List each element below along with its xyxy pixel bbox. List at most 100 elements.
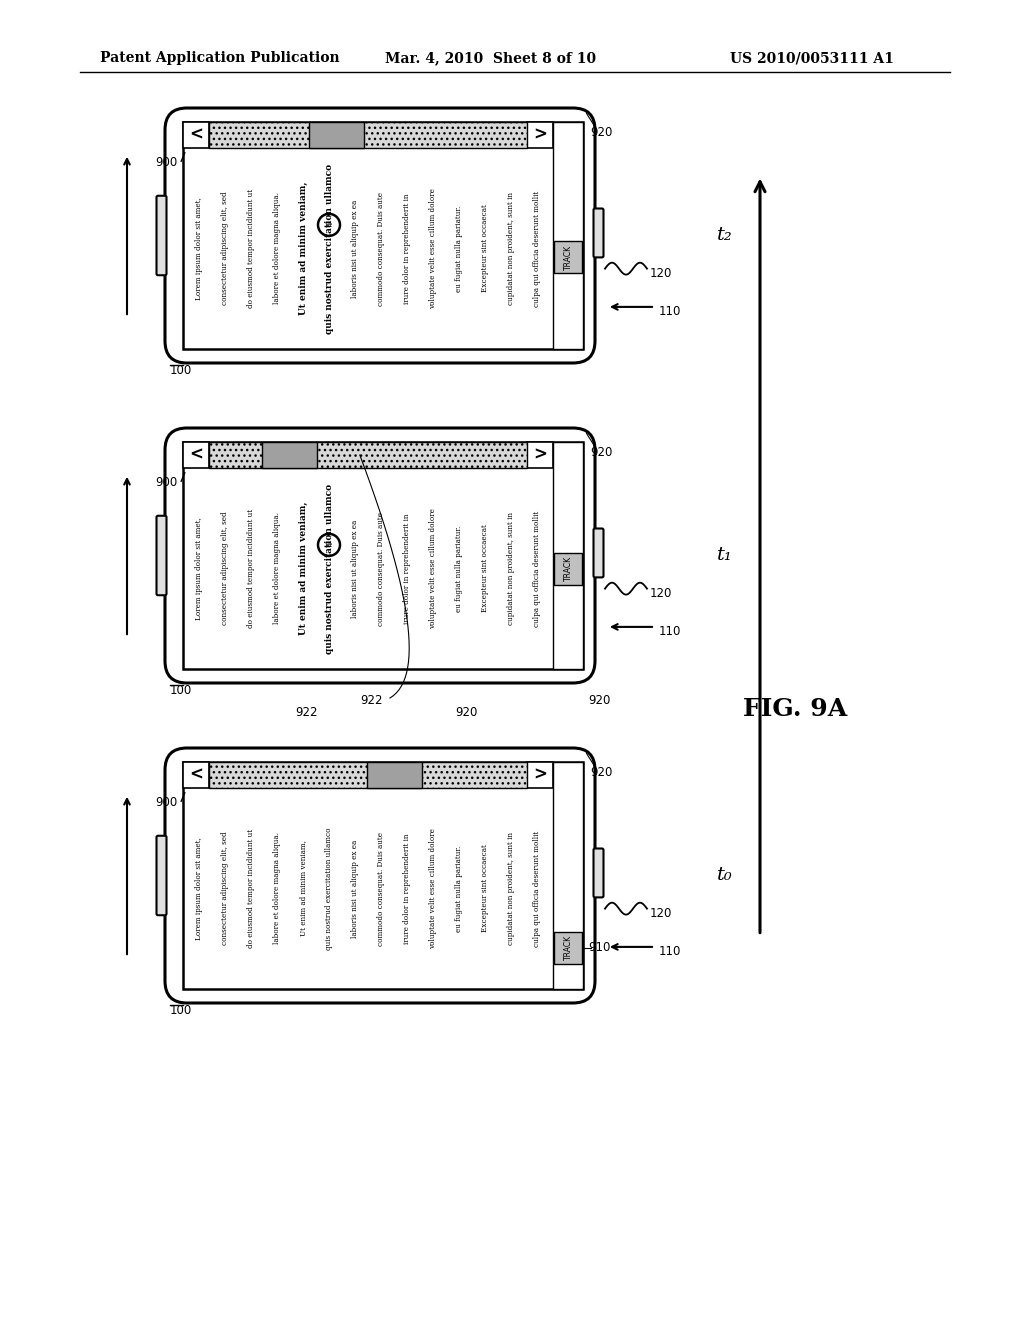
FancyBboxPatch shape <box>157 195 167 276</box>
Text: >: > <box>534 446 547 465</box>
Bar <box>183 442 583 669</box>
Text: irure dolor in reprehenderit in: irure dolor in reprehenderit in <box>403 193 411 304</box>
Text: xe: xe <box>325 222 333 228</box>
Text: TRACK: TRACK <box>563 244 572 269</box>
Text: Ut enim ad minim veniam,: Ut enim ad minim veniam, <box>298 182 307 315</box>
Text: US 2010/0053111 A1: US 2010/0053111 A1 <box>730 51 894 65</box>
Text: culpa qui officia deserunt mollit: culpa qui officia deserunt mollit <box>534 190 541 306</box>
Text: <: < <box>189 766 203 784</box>
FancyBboxPatch shape <box>157 516 167 595</box>
Text: 920: 920 <box>590 446 612 458</box>
FancyBboxPatch shape <box>157 836 167 915</box>
Text: irure dolor in reprehenderit in: irure dolor in reprehenderit in <box>403 833 411 944</box>
Text: 900: 900 <box>156 796 178 808</box>
Text: 100: 100 <box>170 364 193 378</box>
Text: eu fugiat nulla pariatur.: eu fugiat nulla pariatur. <box>455 206 463 292</box>
Text: >: > <box>534 125 547 144</box>
Text: t₀: t₀ <box>717 866 733 884</box>
Bar <box>209 442 527 469</box>
Text: quis nostrud exercitation ullamco: quis nostrud exercitation ullamco <box>325 483 334 653</box>
Bar <box>553 762 583 989</box>
Text: Ut enim ad minim veniam,: Ut enim ad minim veniam, <box>299 841 307 936</box>
Text: 922: 922 <box>360 694 383 708</box>
Text: Lorem ipsum dolor sit amet,: Lorem ipsum dolor sit amet, <box>195 197 203 300</box>
Text: commodo consequat. Duis aute: commodo consequat. Duis aute <box>377 191 385 305</box>
Text: Mar. 4, 2010  Sheet 8 of 10: Mar. 4, 2010 Sheet 8 of 10 <box>385 51 596 65</box>
Text: 110: 110 <box>659 945 681 958</box>
Bar <box>553 442 583 669</box>
Bar <box>183 121 583 348</box>
Bar <box>367 762 422 788</box>
Text: cupidatat non proident, sunt in: cupidatat non proident, sunt in <box>507 832 515 945</box>
FancyBboxPatch shape <box>165 428 595 682</box>
Text: culpa qui officia deserunt mollit: culpa qui officia deserunt mollit <box>534 830 541 946</box>
Text: voluptate velit esse cillum dolore: voluptate velit esse cillum dolore <box>429 187 437 309</box>
Text: Excepteur sint occaecat: Excepteur sint occaecat <box>481 524 489 612</box>
Text: 920: 920 <box>590 766 612 779</box>
Text: consectetur adipiscing elit, sed: consectetur adipiscing elit, sed <box>221 832 229 945</box>
Bar <box>183 762 209 788</box>
Text: do eiusmod tempor incididunt ut: do eiusmod tempor incididunt ut <box>247 510 255 628</box>
Text: 910: 910 <box>588 941 610 954</box>
Text: voluptate velit esse cillum dolore: voluptate velit esse cillum dolore <box>429 828 437 949</box>
Text: commodo consequat. Duis aute: commodo consequat. Duis aute <box>377 511 385 626</box>
Text: cupidatat non proident, sunt in: cupidatat non proident, sunt in <box>507 191 515 305</box>
Text: laboris nisi ut aliquip ex ea: laboris nisi ut aliquip ex ea <box>351 519 359 618</box>
Text: culpa qui officia deserunt mollit: culpa qui officia deserunt mollit <box>534 511 541 627</box>
Text: quis nostrud exercitation ullamco: quis nostrud exercitation ullamco <box>325 164 334 334</box>
Text: 120: 120 <box>650 267 673 280</box>
Bar <box>554 553 582 585</box>
Text: labore et dolore magna aliqua.: labore et dolore magna aliqua. <box>273 512 281 624</box>
Text: commodo consequat. Duis aute: commodo consequat. Duis aute <box>377 832 385 945</box>
Bar <box>527 121 553 148</box>
Text: 900: 900 <box>156 475 178 488</box>
Text: 110: 110 <box>659 305 681 318</box>
Text: Lorem ipsum dolor sit amet,: Lorem ipsum dolor sit amet, <box>195 837 203 940</box>
Text: TRACK: TRACK <box>563 556 572 581</box>
FancyBboxPatch shape <box>594 209 603 257</box>
Bar <box>209 121 527 148</box>
Text: irure dolor in reprehenderit in: irure dolor in reprehenderit in <box>403 513 411 624</box>
Bar <box>183 121 209 148</box>
Text: laboris nisi ut aliquip ex ea: laboris nisi ut aliquip ex ea <box>351 840 359 937</box>
Text: t₁: t₁ <box>717 546 733 565</box>
Text: t₂: t₂ <box>717 227 733 244</box>
Text: do eiusmod tempor incididunt ut: do eiusmod tempor incididunt ut <box>247 189 255 308</box>
Bar <box>527 442 553 469</box>
Text: FIG. 9A: FIG. 9A <box>742 697 847 721</box>
Text: 110: 110 <box>659 626 681 639</box>
Text: consectetur adipiscing elit, sed: consectetur adipiscing elit, sed <box>221 191 229 305</box>
FancyBboxPatch shape <box>165 108 595 363</box>
Bar <box>554 932 582 964</box>
Text: Ut enim ad minim veniam,: Ut enim ad minim veniam, <box>298 502 307 635</box>
Text: voluptate velit esse cillum dolore: voluptate velit esse cillum dolore <box>429 508 437 628</box>
Text: TRACK: TRACK <box>563 935 572 960</box>
Text: eu fugiat nulla pariatur.: eu fugiat nulla pariatur. <box>455 525 463 611</box>
Text: 120: 120 <box>650 907 673 920</box>
FancyBboxPatch shape <box>594 849 603 898</box>
Bar <box>554 242 582 273</box>
Text: 120: 120 <box>650 587 673 601</box>
Text: <: < <box>189 446 203 465</box>
Bar <box>553 121 583 348</box>
Text: >: > <box>534 766 547 784</box>
Text: cupidatat non proident, sunt in: cupidatat non proident, sunt in <box>507 512 515 624</box>
Text: xe: xe <box>325 541 333 548</box>
Text: 920: 920 <box>590 125 612 139</box>
Text: 920: 920 <box>588 694 610 708</box>
Text: laboris nisi ut aliquip ex ea: laboris nisi ut aliquip ex ea <box>351 199 359 297</box>
Text: <: < <box>189 125 203 144</box>
Text: labore et dolore magna aliqua.: labore et dolore magna aliqua. <box>273 193 281 305</box>
Text: Patent Application Publication: Patent Application Publication <box>100 51 340 65</box>
Bar <box>183 762 583 989</box>
Text: consectetur adipiscing elit, sed: consectetur adipiscing elit, sed <box>221 512 229 626</box>
Text: Lorem ipsum dolor sit amet,: Lorem ipsum dolor sit amet, <box>195 517 203 620</box>
Text: 100: 100 <box>170 1005 193 1018</box>
Bar <box>527 762 553 788</box>
Text: Excepteur sint occaecat: Excepteur sint occaecat <box>481 845 489 932</box>
Text: labore et dolore magna aliqua.: labore et dolore magna aliqua. <box>273 833 281 944</box>
Bar <box>309 121 364 148</box>
Text: quis nostrud exercitation ullamco: quis nostrud exercitation ullamco <box>325 828 333 950</box>
Bar <box>261 442 316 469</box>
Text: do eiusmod tempor incididunt ut: do eiusmod tempor incididunt ut <box>247 829 255 948</box>
